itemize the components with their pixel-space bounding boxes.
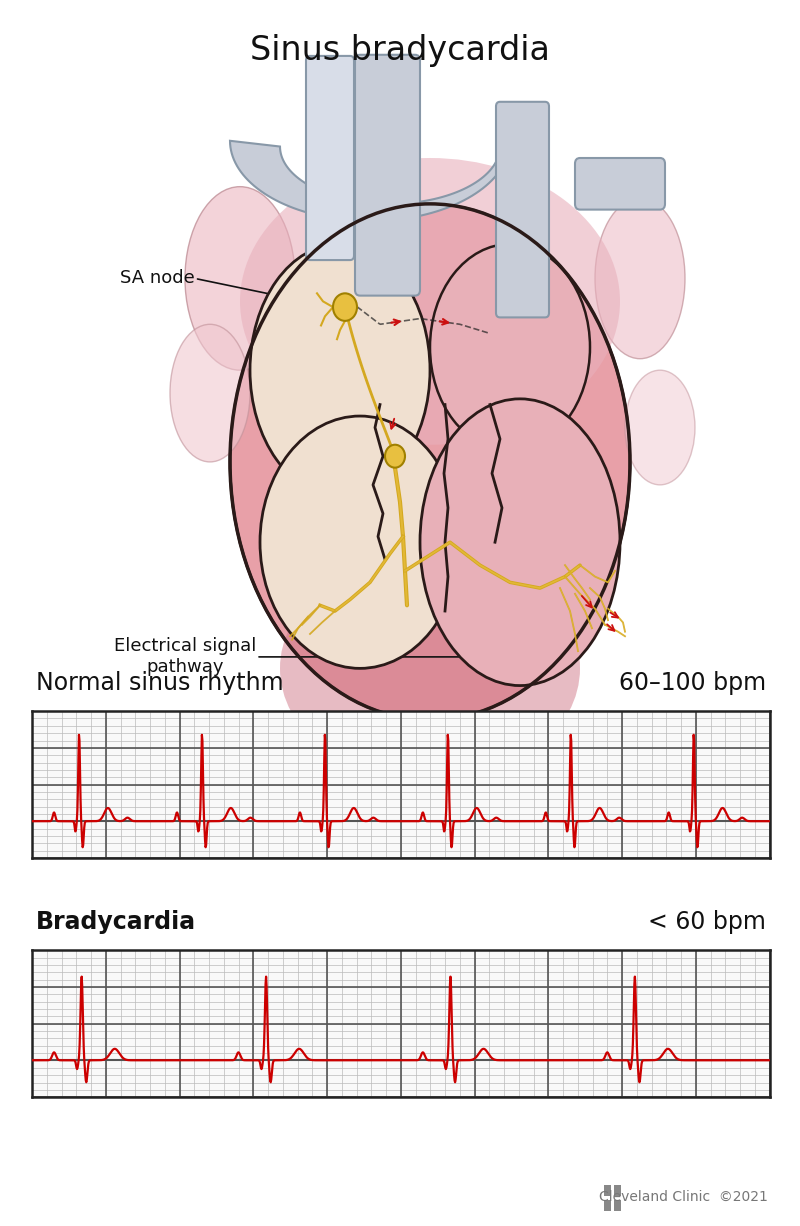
FancyBboxPatch shape (496, 102, 549, 318)
Text: Cleveland Clinic  ©2021: Cleveland Clinic ©2021 (599, 1190, 768, 1204)
Bar (614, 1186, 621, 1197)
Ellipse shape (240, 158, 620, 445)
Ellipse shape (230, 204, 630, 720)
Text: 60–100 bpm: 60–100 bpm (618, 671, 766, 695)
Ellipse shape (595, 199, 685, 359)
Circle shape (385, 445, 405, 467)
Polygon shape (230, 141, 510, 221)
FancyBboxPatch shape (355, 55, 420, 295)
Bar (604, 1200, 611, 1211)
Text: Bradycardia: Bradycardia (36, 910, 196, 934)
Bar (604, 1186, 611, 1197)
Bar (614, 1200, 621, 1211)
Ellipse shape (170, 325, 250, 462)
FancyBboxPatch shape (306, 56, 354, 260)
Ellipse shape (420, 398, 620, 685)
Ellipse shape (250, 244, 430, 497)
Ellipse shape (625, 370, 695, 484)
Text: Electrical signal
pathway: Electrical signal pathway (114, 613, 545, 677)
Ellipse shape (280, 554, 580, 783)
Text: Normal sinus rhythm: Normal sinus rhythm (36, 671, 283, 695)
FancyBboxPatch shape (575, 158, 665, 210)
Circle shape (333, 293, 357, 321)
Text: SA node: SA node (120, 270, 330, 306)
Ellipse shape (185, 186, 295, 370)
Ellipse shape (260, 416, 460, 668)
Text: Sinus bradycardia: Sinus bradycardia (250, 34, 550, 67)
Ellipse shape (430, 244, 590, 450)
Text: < 60 bpm: < 60 bpm (648, 910, 766, 934)
